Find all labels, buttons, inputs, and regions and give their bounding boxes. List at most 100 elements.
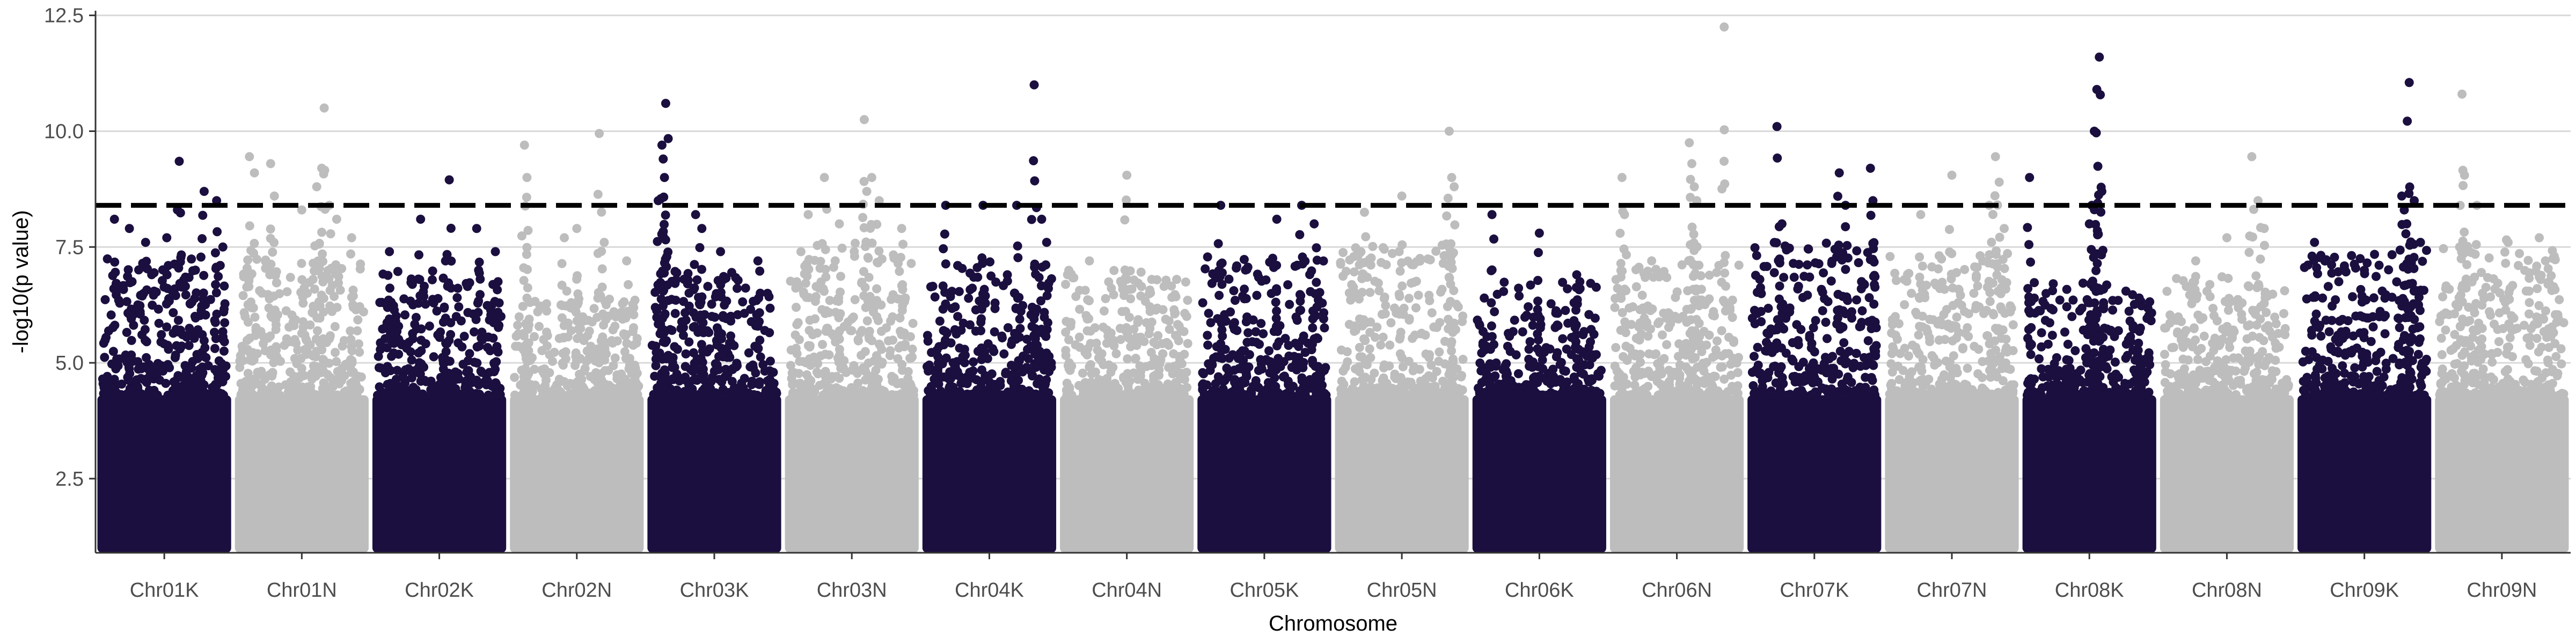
data-point xyxy=(1170,390,1180,400)
data-point xyxy=(2025,308,2035,318)
data-point xyxy=(1809,323,1818,333)
data-point xyxy=(969,357,978,367)
data-point xyxy=(1206,318,1216,327)
data-point xyxy=(1272,284,1282,294)
data-point xyxy=(1232,261,1241,270)
data-point xyxy=(1944,320,1954,330)
data-point xyxy=(558,360,568,370)
data-point xyxy=(696,297,706,307)
data-point xyxy=(573,271,582,281)
peak-point xyxy=(266,159,275,169)
data-point xyxy=(1503,382,1512,392)
data-point xyxy=(346,326,355,336)
data-point xyxy=(1890,268,1900,278)
data-point xyxy=(1366,317,1375,327)
data-point xyxy=(473,308,483,317)
data-point xyxy=(617,389,626,399)
data-point xyxy=(201,310,210,320)
data-point xyxy=(717,377,727,387)
data-point xyxy=(1586,279,1596,288)
data-point xyxy=(660,365,669,375)
data-point xyxy=(1425,255,1435,265)
data-point xyxy=(2050,371,2059,380)
data-point xyxy=(197,234,207,244)
data-point xyxy=(1610,381,1620,391)
data-point xyxy=(650,303,660,312)
data-point xyxy=(1868,376,1877,385)
data-point xyxy=(1435,347,1444,357)
data-point xyxy=(1312,390,1321,400)
data-point xyxy=(122,327,131,337)
data-point xyxy=(522,390,532,400)
data-point xyxy=(1338,389,1348,399)
data-point xyxy=(1971,301,1981,310)
data-point xyxy=(483,301,493,311)
data-point xyxy=(199,270,209,280)
data-point xyxy=(969,273,979,282)
data-point xyxy=(2000,390,2010,400)
data-point xyxy=(1279,371,1289,381)
peak-point xyxy=(347,233,356,243)
series-Chr06K xyxy=(1472,210,1606,553)
data-point xyxy=(318,249,327,259)
data-point xyxy=(1834,369,1843,379)
data-point xyxy=(656,378,665,388)
data-point xyxy=(619,297,629,306)
peak-point xyxy=(332,214,341,224)
data-point xyxy=(1174,358,1184,368)
data-point xyxy=(906,259,916,268)
data-point xyxy=(1805,331,1814,340)
data-point xyxy=(1396,373,1406,383)
data-point xyxy=(1841,222,1850,231)
data-point xyxy=(1167,281,1176,291)
data-point xyxy=(1708,353,1717,362)
data-point xyxy=(319,378,328,388)
data-point xyxy=(940,229,949,239)
data-point xyxy=(1374,286,1384,296)
data-point xyxy=(140,376,150,385)
data-point xyxy=(1687,326,1697,335)
data-point xyxy=(1447,250,1457,259)
data-point xyxy=(1807,339,1817,348)
data-point xyxy=(821,265,830,274)
peak-point xyxy=(657,140,667,150)
data-point xyxy=(2055,295,2065,305)
data-point xyxy=(410,366,420,376)
data-point xyxy=(1769,325,1779,335)
data-point xyxy=(2092,309,2102,319)
data-point xyxy=(1294,390,1304,400)
data-point xyxy=(821,272,831,282)
peak-point xyxy=(595,129,604,138)
data-point xyxy=(699,328,708,338)
data-point xyxy=(1365,288,1375,297)
data-point xyxy=(897,360,907,369)
data-point xyxy=(658,232,668,241)
data-point xyxy=(1031,362,1041,372)
data-point xyxy=(245,355,254,365)
data-point xyxy=(1622,390,1632,400)
data-point xyxy=(753,343,763,353)
data-point xyxy=(760,326,770,335)
data-point xyxy=(191,329,201,339)
data-point xyxy=(215,261,225,270)
data-point xyxy=(960,345,969,354)
data-point xyxy=(275,289,284,298)
data-point xyxy=(540,364,550,374)
data-point xyxy=(752,296,762,305)
data-point xyxy=(1675,379,1685,389)
data-point xyxy=(602,390,611,400)
data-point xyxy=(1506,390,1516,400)
data-point xyxy=(1900,300,1909,310)
data-point xyxy=(1285,299,1294,309)
data-point xyxy=(1925,314,1935,324)
data-point xyxy=(2001,358,2011,368)
data-point xyxy=(571,308,581,317)
data-point xyxy=(962,372,972,382)
data-point xyxy=(1533,378,1542,387)
peak-point xyxy=(416,214,426,224)
data-point xyxy=(1977,373,1987,383)
data-point xyxy=(1101,294,1110,303)
data-point xyxy=(1662,390,1672,400)
data-point xyxy=(1013,241,1022,251)
data-point xyxy=(1769,238,1779,247)
